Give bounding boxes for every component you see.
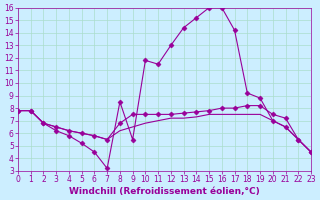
X-axis label: Windchill (Refroidissement éolien,°C): Windchill (Refroidissement éolien,°C) [69,187,260,196]
